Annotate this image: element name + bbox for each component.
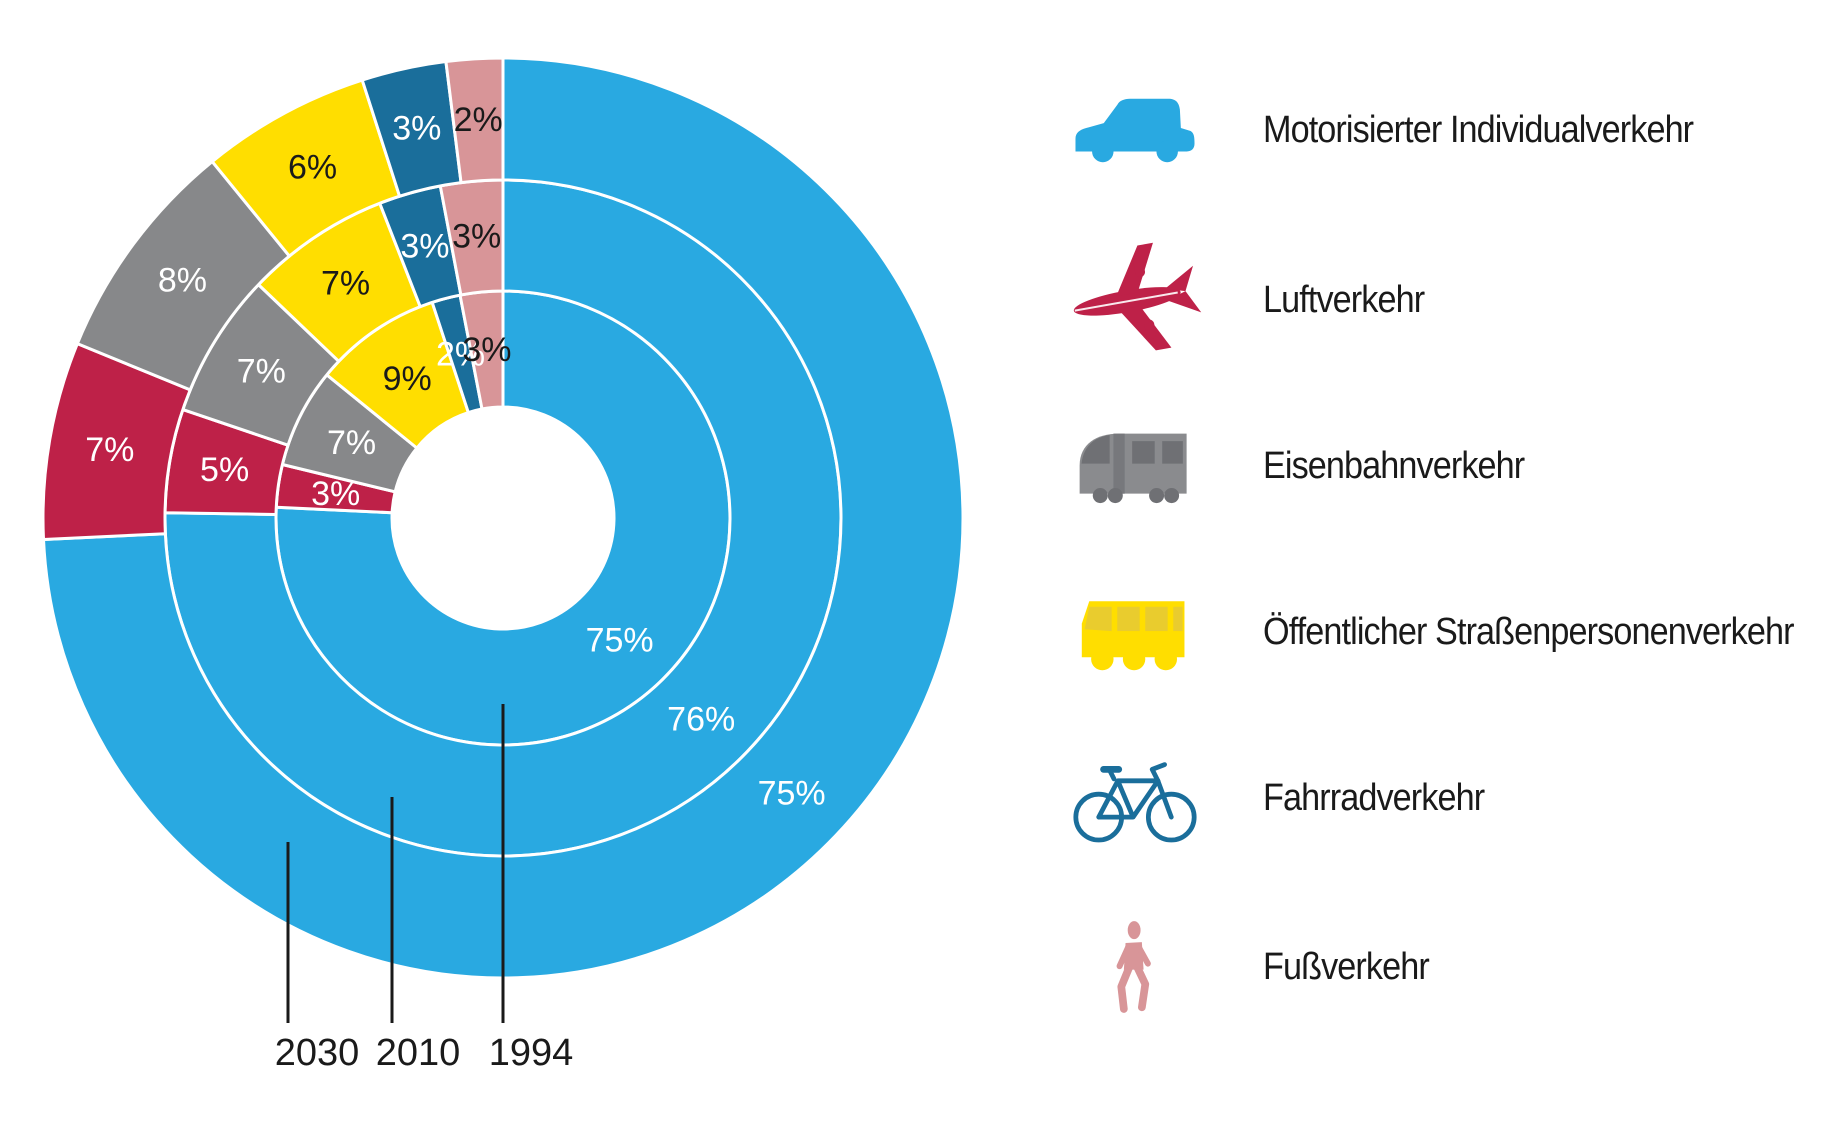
segment-label-1994-miv: 75% xyxy=(586,621,654,659)
legend-item-oespv: Öffentlicher Straßenpersonenverkehr xyxy=(1060,562,1821,702)
legend-label-eisenbahnverkehr: Eisenbahnverkehr xyxy=(1263,444,1525,487)
year-label-2030: 2030 xyxy=(275,1032,360,1074)
legend-item-eisenbahnverkehr: Eisenbahnverkehr xyxy=(1060,396,1821,536)
legend-label-fahrradverkehr: Fahrradverkehr xyxy=(1263,776,1485,819)
legend-item-fussverkehr: Fußverkehr xyxy=(1060,897,1821,1037)
bicycle-icon xyxy=(1073,762,1197,843)
legend-label-miv: Motorisierter Individualverkehr xyxy=(1263,108,1694,151)
segment-label-2010-miv: 76% xyxy=(667,700,735,738)
segment-label-2030-fahrradverkehr: 3% xyxy=(392,109,441,147)
segment-label-2010-luftverkehr: 5% xyxy=(200,451,249,489)
segment-label-1994-eisenbahnverkehr: 7% xyxy=(327,424,376,462)
pedestrian-icon xyxy=(1116,921,1151,1013)
segment-label-2030-oespv: 6% xyxy=(288,148,337,186)
segment-label-1994-fahrradverkehr: 2% xyxy=(436,335,485,373)
legend-label-oespv: Öffentlicher Straßenpersonenverkehr xyxy=(1263,610,1794,653)
segment-label-2010-eisenbahnverkehr: 7% xyxy=(237,353,286,391)
segment-label-2010-oespv: 7% xyxy=(321,264,370,302)
segment-label-2030-eisenbahnverkehr: 8% xyxy=(158,261,207,299)
segment-label-1994-luftverkehr: 3% xyxy=(311,475,360,513)
legend-item-miv: Motorisierter Individualverkehr xyxy=(1060,60,1821,200)
year-label-2010: 2010 xyxy=(376,1032,461,1074)
segment-label-2030-fussverkehr: 2% xyxy=(454,101,503,139)
segment-label-2030-miv: 75% xyxy=(758,774,826,812)
legend: Motorisierter Individualverkehr xyxy=(1060,0,1821,1127)
segment-2030-miv xyxy=(42,56,965,980)
train-icon xyxy=(1079,433,1187,504)
segment-label-2010-fussverkehr: 3% xyxy=(452,218,501,256)
car-icon xyxy=(1075,98,1195,163)
year-label-1994: 1994 xyxy=(489,1032,574,1074)
legend-label-fussverkehr: Fußverkehr xyxy=(1263,945,1430,988)
bus-icon xyxy=(1081,601,1185,671)
segment-2030-fussverkehr xyxy=(444,56,505,185)
segment-label-2030-luftverkehr: 7% xyxy=(85,431,134,469)
segment-label-1994-fussverkehr: 3% xyxy=(462,331,511,369)
airplane-icon xyxy=(1073,242,1202,351)
segment-label-2010-fahrradverkehr: 3% xyxy=(400,227,449,265)
legend-label-luftverkehr: Luftverkehr xyxy=(1263,278,1425,321)
legend-item-fahrradverkehr: Fahrradverkehr xyxy=(1060,728,1821,868)
legend-item-luftverkehr: Luftverkehr xyxy=(1060,230,1821,370)
segment-label-1994-oespv: 9% xyxy=(383,360,432,398)
